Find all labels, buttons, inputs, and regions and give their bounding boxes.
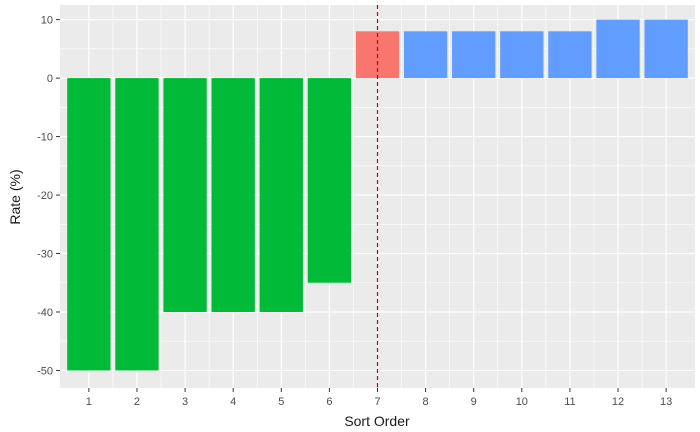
x-tick-label: 4 [230,396,236,408]
bar [307,78,352,283]
y-tick-label: -50 [37,365,53,377]
y-tick-label: -10 [37,132,53,144]
x-tick-label: 9 [471,396,477,408]
x-tick-label: 10 [516,396,528,408]
x-tick-label: 7 [374,396,380,408]
x-tick-label: 2 [134,396,140,408]
x-tick-label: 5 [278,396,284,408]
bar [403,31,448,79]
bar [211,78,255,312]
x-tick-label: 6 [326,396,332,408]
bars [67,19,688,371]
y-tick-label: -20 [37,190,53,202]
bar [500,31,544,79]
x-tick-label: 11 [564,396,575,408]
y-tick-label: 10 [41,15,53,27]
x-tick-label: 12 [612,396,624,408]
bar [548,31,592,79]
x-axis-title: Sort Order [344,413,410,429]
x-tick-label: 8 [423,396,429,408]
x-tick-label: 3 [182,396,188,408]
bar [67,78,111,371]
x-axis-ticks: 1 2 3 4 5 6 7 8 9 10 11 12 13 [86,388,672,408]
y-tick-label: -30 [37,249,53,261]
y-axis-title: Rate (%) [7,169,23,224]
bar [259,78,303,312]
bar [644,19,688,79]
y-tick-label: -40 [37,307,53,319]
y-tick-label: 0 [47,73,53,85]
y-axis-ticks: -50 -40 -30 -20 -10 0 10 [37,15,60,377]
bar [452,31,496,79]
bar [115,78,159,371]
x-tick-label: 13 [660,396,672,408]
bar [163,78,207,312]
x-tick-label: 1 [86,396,92,408]
bar [596,19,640,79]
